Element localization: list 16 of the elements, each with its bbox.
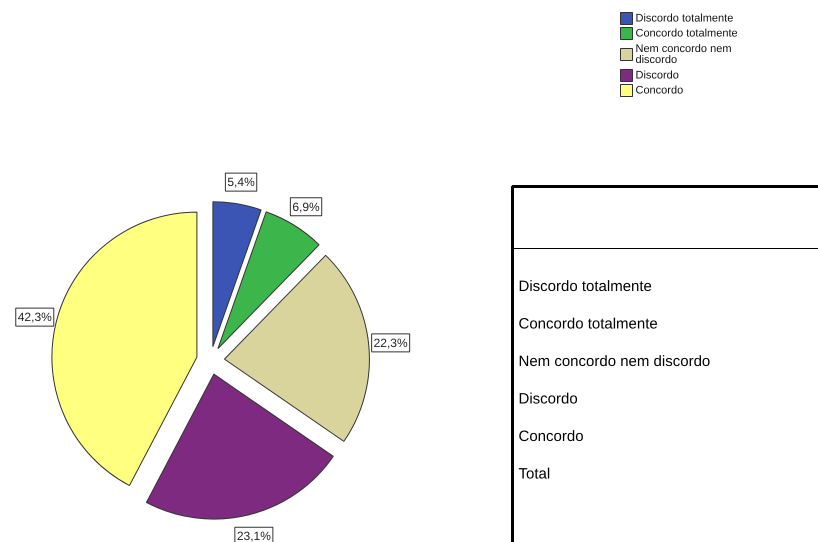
legend-label: Discordo totalmente	[636, 12, 734, 24]
data-label: 42,3%	[18, 310, 52, 324]
legend-label: Concordo	[636, 84, 684, 96]
text: Total	[518, 466, 550, 482]
text: Discordo totalmente	[518, 278, 652, 295]
text: Nem concordo nem discordo	[518, 353, 710, 370]
text: Concordo totalmente	[518, 316, 658, 332]
legend-label: Concordo totalmente	[636, 28, 738, 40]
text: Discordo	[518, 390, 578, 408]
data-label: 6,9%	[292, 200, 320, 214]
legend-label: Discordo	[636, 70, 679, 82]
data-label: 22,3%	[374, 336, 408, 350]
text: Concordo	[518, 428, 584, 445]
data-label: 5,4%	[227, 175, 256, 190]
legend-label: Nem concordo nem discordo	[636, 42, 732, 66]
data-label: 23,1%	[236, 529, 272, 542]
